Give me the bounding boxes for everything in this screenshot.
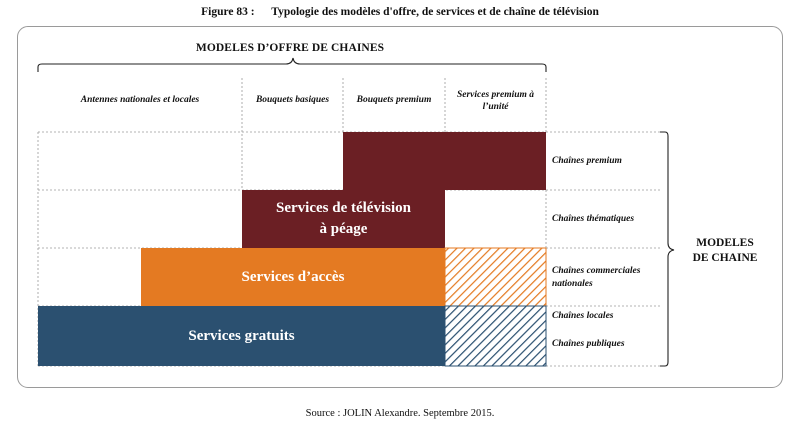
channel-models-heading: MODELES DE CHAINE [680,236,770,266]
row-label-locales: Chaînes locales [552,311,614,321]
acces-services-label: Services d’accès [241,268,345,285]
row-label-premium: Chaînes premium [552,156,622,166]
top-brace [37,57,547,72]
row-label-commerciales: Chaînes commerciales nationales [552,266,641,289]
acces-hatched-block [444,247,547,307]
figure-title: Figure 83 : Typologie des modèles d'offr… [0,6,800,18]
figure-number: Figure 83 : [201,6,255,18]
source-note: Source : JOLIN Alexandre. Septembre 2015… [305,408,495,419]
diagram-frame [17,26,783,388]
column-header-antennes: Antennes nationales et locales [80,95,200,105]
gratuits-hatched-block [444,305,547,367]
column-header-services-premium: Services premium à l’unité [456,90,535,112]
peage-block [242,190,445,248]
gratuits-services-label: Services gratuits [188,327,295,344]
gratuits-block [38,306,445,366]
peage-services-label: Services de télévision à péage [242,190,445,248]
side-brace [660,131,675,367]
acces-block [141,248,445,306]
column-header-bouquets-basiques: Bouquets basiques [255,95,330,105]
figure-caption: Typologie des modèles d'offre, de servic… [271,6,599,18]
peage-label-line1: Services de télévision [276,200,411,216]
row-label-thematiques: Chaînes thématiques [552,214,635,224]
premium-block [343,132,546,190]
side-heading-line2: DE CHAINE [692,252,758,264]
row-label-publiques: Chaînes publiques [552,339,625,349]
peage-label-line2: à péage [319,221,368,237]
column-header-bouquets-premium: Bouquets premium [356,95,432,105]
side-heading-line1: MODELES [696,237,754,249]
offer-models-heading: MODELES D’OFFRE DE CHAINES [195,42,385,54]
